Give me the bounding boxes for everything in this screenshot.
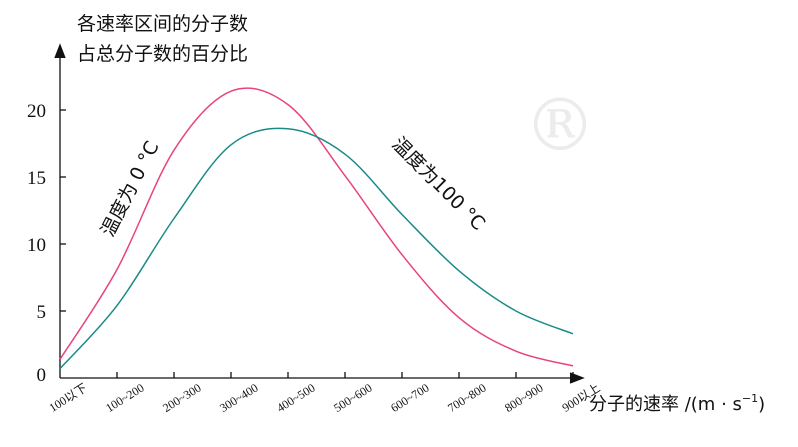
axes bbox=[54, 43, 585, 384]
x-axis-title: 分子的速率 /(m · s−1) bbox=[589, 392, 765, 415]
x-tick-label: 100以下 bbox=[47, 381, 90, 415]
x-tick-label: 700~800 bbox=[445, 381, 488, 415]
x-tick-label: 800~900 bbox=[502, 381, 545, 415]
x-tick-label: 300~400 bbox=[217, 381, 260, 415]
series-lines bbox=[59, 87, 574, 370]
y-axis-arrow bbox=[54, 43, 66, 59]
x-tick-label: 400~500 bbox=[274, 381, 317, 415]
x-axis-arrow bbox=[569, 372, 585, 384]
series-label-100c: 温度为100 °C bbox=[387, 133, 489, 235]
x-axis-title-main: 分子的速率 /(m · s bbox=[589, 394, 742, 415]
y-tick-label: 15 bbox=[27, 168, 46, 189]
origin-label: 0 bbox=[37, 365, 47, 386]
y-axis-title-line1: 各速率区间的分子数 bbox=[77, 13, 248, 35]
y-axis-title-line2: 占总分子数的百分比 bbox=[77, 43, 248, 65]
x-tick-label: 100~200 bbox=[103, 381, 146, 415]
y-tick-label: 10 bbox=[27, 235, 46, 256]
x-tick-label: 200~300 bbox=[160, 381, 203, 415]
registered-watermark: ® bbox=[524, 83, 596, 167]
x-tick-label: 600~700 bbox=[388, 381, 431, 415]
series-line-100c bbox=[59, 127, 574, 370]
x-axis-title-close: ) bbox=[758, 394, 765, 415]
x-axis-title-sup: −1 bbox=[742, 392, 758, 405]
x-tick-label: 500~600 bbox=[331, 381, 374, 415]
y-ticks: 5 10 15 20 bbox=[27, 101, 66, 323]
y-tick-label: 20 bbox=[27, 101, 46, 122]
y-tick-label: 5 bbox=[37, 302, 47, 323]
series-line-0c bbox=[59, 87, 574, 367]
